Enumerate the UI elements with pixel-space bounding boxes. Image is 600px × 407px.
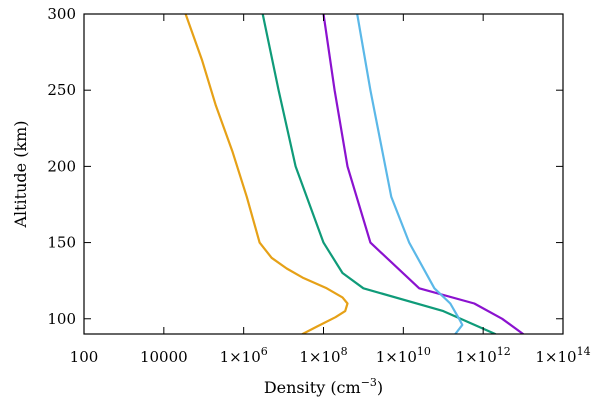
x-tick-label-1: 10000 [140, 348, 188, 366]
x-tick-label-2: 1×106 [220, 345, 268, 366]
x-tick-label-6: 1×1014 [535, 345, 590, 366]
x-tick-label-4: 1×1010 [376, 345, 431, 366]
y-tick-label-3: 250 [47, 81, 76, 99]
tick-layer: 100 10000 1×106 1×108 1×1010 1×1012 1×1014 100 1… [47, 5, 590, 366]
y-tick-label-0: 100 [47, 310, 76, 328]
series-line-3 [322, 14, 525, 334]
series-line-1 [184, 14, 349, 334]
y-tick-label-4: 300 [47, 5, 76, 23]
x-axis-label-suffix: ) [377, 378, 383, 397]
x-tick-label-3: 1×108 [299, 345, 347, 366]
x-axis-label-exponent: −3 [361, 376, 377, 389]
y-tick-label-2: 200 [47, 157, 76, 175]
y-axis-label: Altitude (km) [11, 120, 30, 228]
x-axis-label: Density (cm−3) [264, 376, 383, 397]
x-tick-label-5: 1×1012 [456, 345, 511, 366]
y-tick-label-1: 150 [47, 234, 76, 252]
series-layer [184, 14, 525, 334]
x-axis-label-text: Density (cm [264, 378, 361, 397]
x-tick-label-0: 100 [70, 348, 99, 366]
series-line-4 [356, 14, 464, 334]
series-line-2 [261, 14, 497, 334]
